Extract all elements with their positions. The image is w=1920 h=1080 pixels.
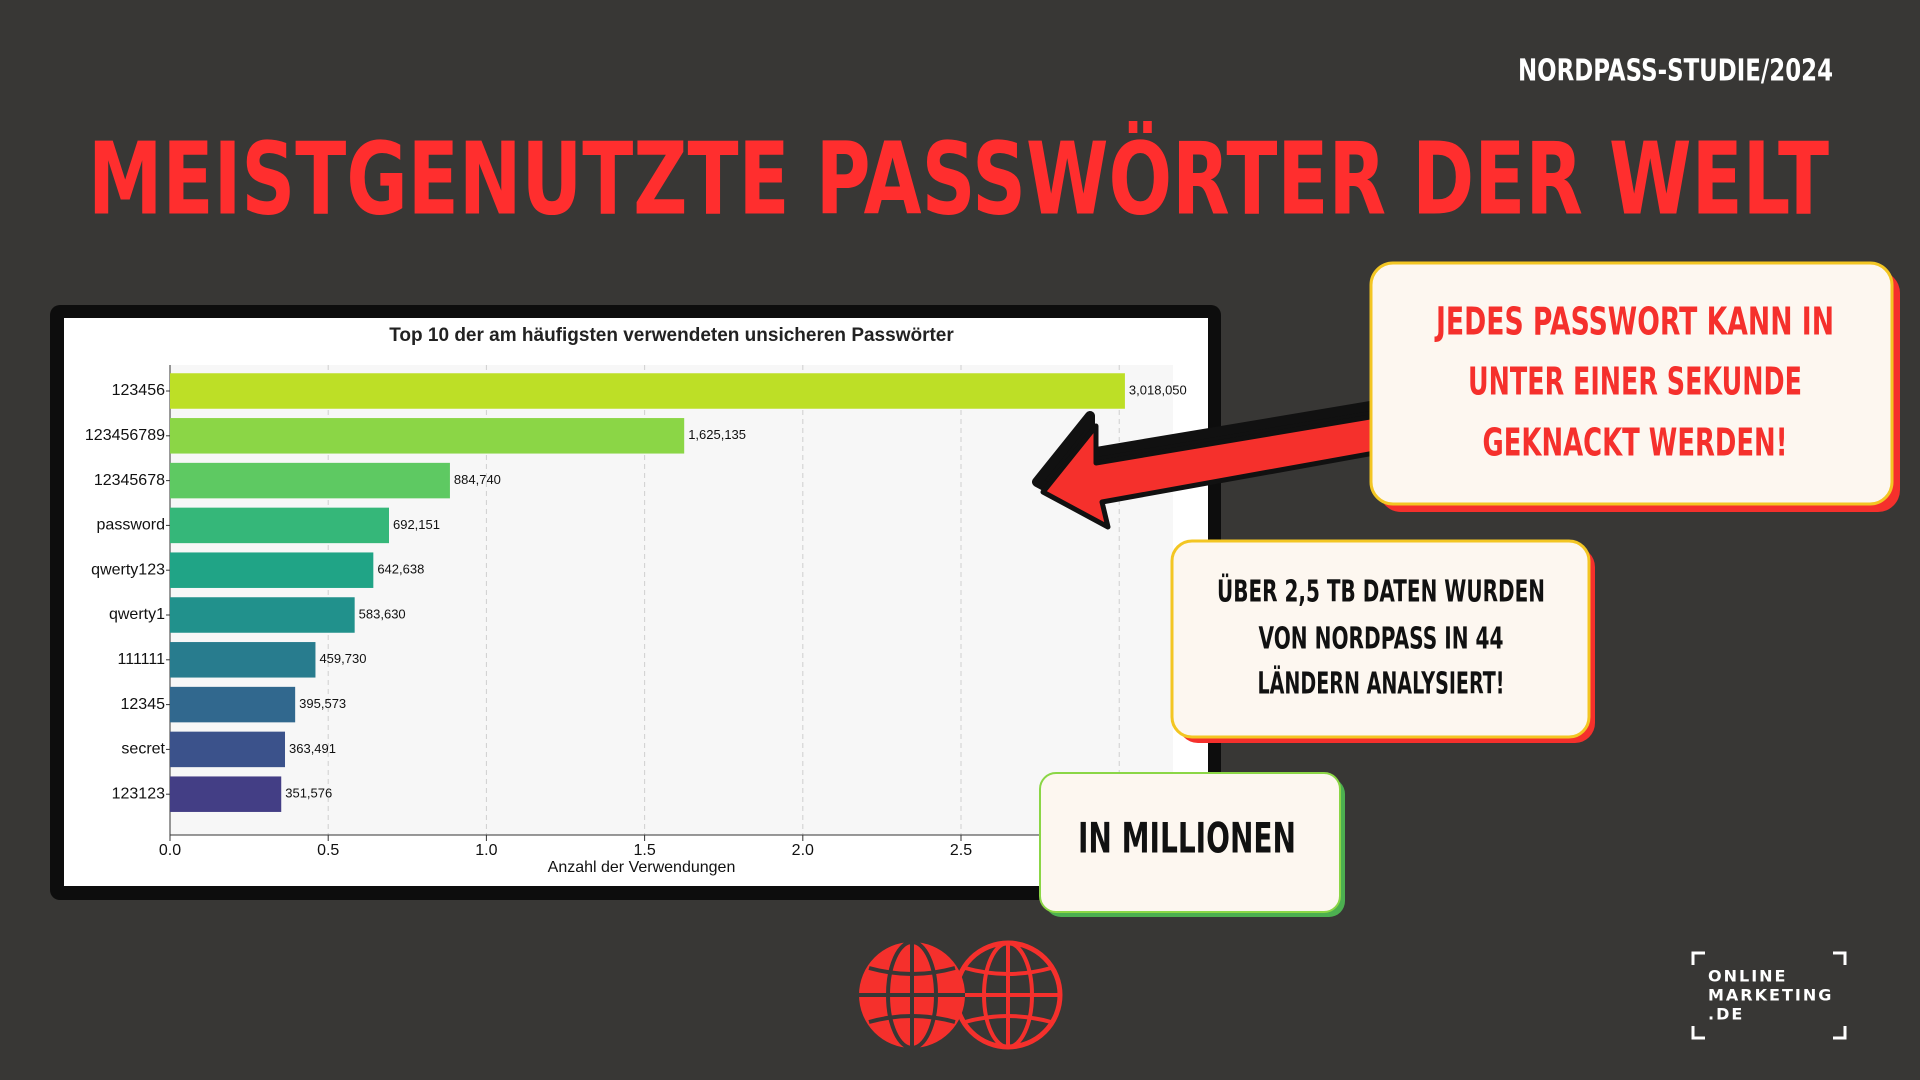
- y-tick-label: qwerty1: [109, 606, 165, 623]
- value-label: 583,630: [359, 606, 406, 621]
- x-tick-label: 2.0: [792, 842, 814, 859]
- bar: [170, 731, 286, 768]
- x-tick-label: 0.5: [317, 842, 339, 859]
- x-tick-label: 1.5: [633, 842, 655, 859]
- x-tick-label: 0.0: [159, 842, 181, 859]
- callout-line: JEDES PASSWORT KANN IN: [1434, 300, 1834, 344]
- y-tick-label: 12345: [121, 696, 166, 713]
- bar: [170, 418, 685, 454]
- bar: [170, 686, 296, 723]
- callout-unit: IN MILLIONEN: [1039, 772, 1345, 917]
- kicker: NORDPASS-STUDIE/2024: [1518, 54, 1833, 89]
- callout-data: ÜBER 2,5 TB DATEN WURDEN VON NORDPASS IN…: [1170, 539, 1595, 743]
- x-tick-label: 2.5: [950, 842, 972, 859]
- value-label: 1,625,135: [688, 427, 746, 442]
- value-label: 692,151: [393, 517, 440, 532]
- main-title: MEISTGENUTZTE PASSWÖRTER DER WELT: [88, 120, 1829, 237]
- x-axis-label: Anzahl der Verwendungen: [548, 859, 736, 876]
- bar: [170, 642, 316, 678]
- value-label: 3,018,050: [1129, 382, 1187, 397]
- y-tick-label: qwerty123: [91, 561, 165, 578]
- value-label: 642,638: [377, 562, 424, 577]
- value-label: 395,573: [299, 696, 346, 711]
- value-label: 363,491: [289, 741, 336, 756]
- y-tick-label: 123456789: [85, 427, 165, 444]
- callout-line: LÄNDERN ANALYSIERT!: [1258, 666, 1505, 702]
- bar: [170, 373, 1125, 409]
- bar: [170, 597, 355, 633]
- value-label: 459,730: [319, 651, 366, 666]
- value-label: 884,740: [454, 472, 501, 487]
- callout-line: VON NORDPASS IN 44: [1259, 622, 1504, 657]
- x-tick-label: 1.0: [475, 842, 497, 859]
- y-tick-label: 12345678: [94, 472, 165, 489]
- y-tick-label: password: [97, 517, 165, 534]
- chart-title: Top 10 der am häufigsten verwendeten uns…: [389, 325, 954, 346]
- globe-icons: [859, 940, 1063, 1050]
- y-tick-label: secret: [121, 741, 165, 758]
- callout-line: UNTER EINER SEKUNDE: [1468, 360, 1802, 404]
- y-tick-label: 111111: [118, 651, 166, 668]
- y-tick-label: 123123: [112, 785, 165, 802]
- logo: ONLINE MARKETING .DE: [1691, 951, 1847, 1040]
- callout-line: ÜBER 2,5 TB DATEN WURDEN: [1217, 573, 1545, 610]
- chart: Top 10 der am häufigsten verwendeten uns…: [85, 325, 1187, 876]
- bar: [170, 507, 389, 544]
- value-label: 351,576: [285, 786, 332, 801]
- bar: [170, 552, 374, 588]
- logo-line: .DE: [1708, 1005, 1744, 1024]
- callout-line: IN MILLIONEN: [1078, 814, 1296, 863]
- logo-line: MARKETING: [1708, 986, 1833, 1005]
- y-tick-label: 123456: [112, 382, 165, 399]
- callout-crack: JEDES PASSWORT KANN IN UNTER EINER SEKUN…: [1369, 261, 1900, 512]
- bar: [170, 776, 282, 812]
- callout-line: GEKNACKT WERDEN!: [1483, 421, 1788, 465]
- bar: [170, 462, 450, 499]
- arrow: [1032, 393, 1433, 530]
- logo-line: ONLINE: [1708, 967, 1787, 986]
